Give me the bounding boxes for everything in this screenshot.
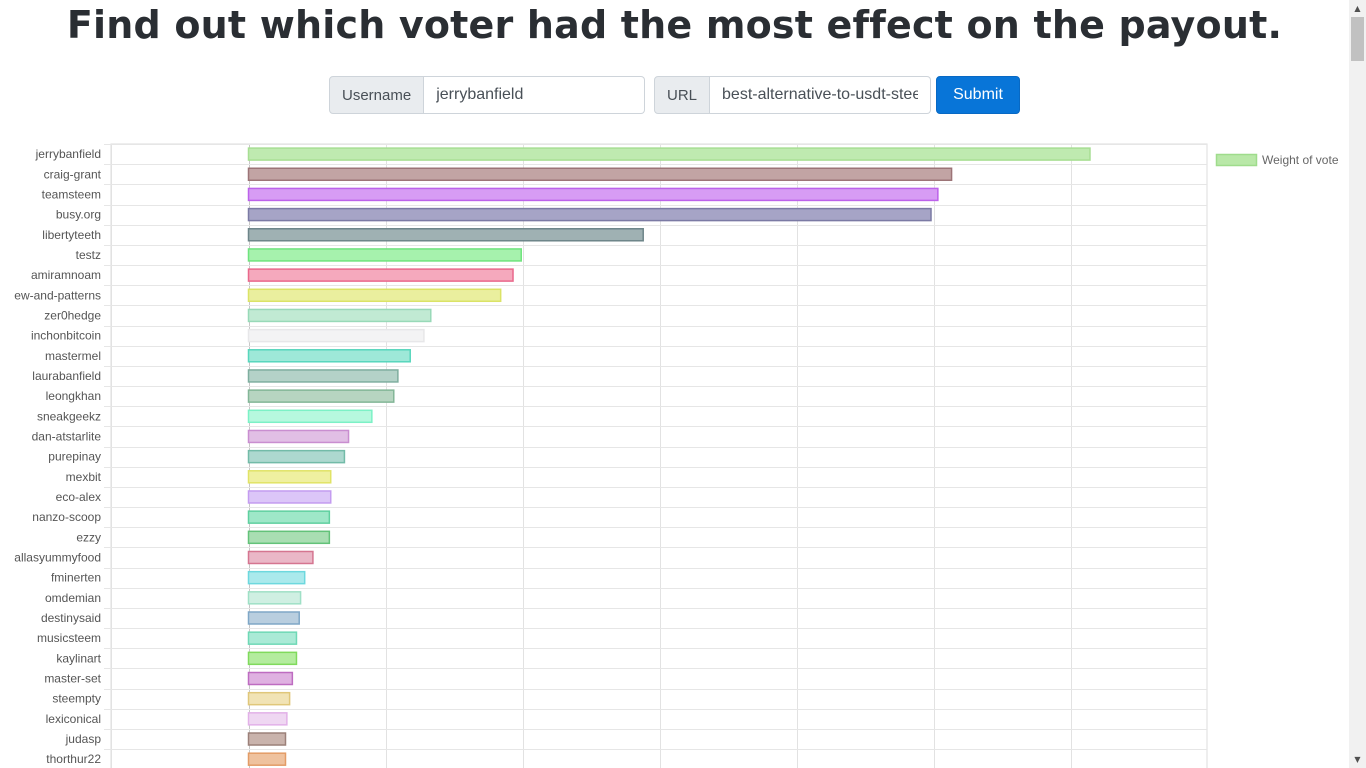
bar <box>247 570 306 585</box>
bar <box>247 490 332 504</box>
y-tick-label: dan-atstarlite <box>32 429 102 443</box>
bar <box>247 691 291 706</box>
bar <box>247 268 514 282</box>
legend-label: Weight of vote <box>1262 153 1339 167</box>
y-tick-label: thorthur22 <box>46 752 101 766</box>
legend-swatch <box>1215 153 1258 167</box>
y-tick-label: steempty <box>52 692 101 706</box>
y-tick-label: eco-alex <box>56 490 101 504</box>
bar <box>247 671 294 686</box>
bar <box>247 328 425 343</box>
y-tick-label: purepinay <box>48 450 101 464</box>
bar <box>247 449 346 464</box>
y-tick-label: master-set <box>44 672 101 686</box>
lookup-form: Username URL Submit <box>0 76 1349 114</box>
chart-canvas: jerrybanfield craig-grant teamsteem busy.or… <box>14 143 1339 768</box>
y-tick-label: kaylinart <box>56 651 101 665</box>
bar <box>247 207 932 222</box>
bar <box>247 510 331 524</box>
bar <box>247 530 331 545</box>
scroll-up-arrow-icon[interactable]: ▲ <box>1354 4 1361 13</box>
y-tick-label: teamsteem <box>42 187 101 201</box>
bar <box>247 308 432 323</box>
bar <box>247 752 287 766</box>
bar <box>247 651 298 666</box>
url-input-group: URL <box>654 76 932 114</box>
y-tick-label: ezzy <box>76 530 101 544</box>
y-tick-label: ew-and-patterns <box>14 288 101 302</box>
y-tick-label: craig-grant <box>44 167 102 181</box>
y-tick-label: fminerten <box>51 571 101 585</box>
y-tick-label: sneakgeekz <box>37 409 101 423</box>
y-tick-label: libertyteeth <box>42 228 101 242</box>
username-label: Username <box>329 76 425 114</box>
bar <box>247 550 314 565</box>
scroll-down-arrow-icon[interactable]: ▼ <box>1354 755 1361 764</box>
y-tick-label: amiramnoam <box>31 268 101 282</box>
bar <box>247 611 300 625</box>
vertical-scrollbar[interactable]: ▲ ▼ <box>1349 0 1366 768</box>
y-tick-label: nanzo-scoop <box>32 510 101 524</box>
username-input[interactable] <box>424 76 646 114</box>
y-tick-label: testz <box>76 248 101 262</box>
bar <box>247 591 302 605</box>
bar <box>247 732 287 746</box>
y-tick-label: laurabanfield <box>32 369 101 383</box>
y-tick-label: mexbit <box>66 470 102 484</box>
page-title: Find out which voter had the most effect… <box>66 3 1283 47</box>
bar <box>247 349 411 363</box>
bar <box>247 712 288 726</box>
y-tick-label: zer0hedge <box>44 308 101 322</box>
bar <box>247 228 644 242</box>
y-tick-label: allasyummyfood <box>14 550 101 564</box>
bar <box>247 167 953 182</box>
bar <box>247 389 395 403</box>
y-tick-label: musicsteem <box>37 631 101 645</box>
y-tick-label: omdemian <box>45 591 101 605</box>
bar <box>247 248 522 262</box>
y-tick-label: lexiconical <box>46 712 101 726</box>
bar <box>247 187 939 202</box>
y-tick-label: judasp <box>65 732 102 746</box>
y-tick-label: leongkhan <box>46 389 101 403</box>
url-input[interactable] <box>710 76 932 114</box>
bar <box>247 429 350 444</box>
submit-button[interactable]: Submit <box>936 76 1020 114</box>
bar <box>247 147 1091 161</box>
bar <box>247 288 502 303</box>
url-label: URL <box>654 76 711 114</box>
bar <box>247 409 373 424</box>
username-input-group: Username <box>329 76 646 114</box>
y-tick-label: jerrybanfield <box>35 147 101 161</box>
bar <box>247 631 298 645</box>
bar <box>247 369 399 383</box>
y-tick-label: busy.org <box>56 208 101 222</box>
y-tick-label: mastermel <box>45 349 101 363</box>
scroll-thumb[interactable] <box>1351 17 1364 61</box>
y-tick-label: inchonbitcoin <box>31 329 101 343</box>
y-tick-label: destinysaid <box>41 611 101 625</box>
bar <box>247 470 332 484</box>
vote-weight-chart: jerrybanfield craig-grant teamsteem busy.or… <box>0 140 1349 768</box>
